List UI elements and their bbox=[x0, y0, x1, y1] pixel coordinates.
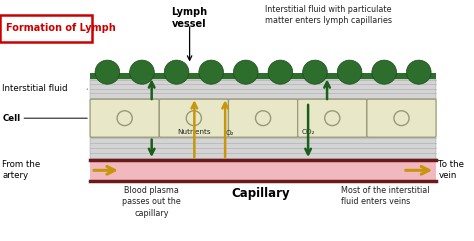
Circle shape bbox=[164, 60, 189, 84]
Text: Interstitial fluid with particulate
matter enters lymph capillaries: Interstitial fluid with particulate matt… bbox=[265, 5, 392, 25]
Text: Interstitial fluid: Interstitial fluid bbox=[2, 85, 68, 94]
Circle shape bbox=[406, 60, 431, 84]
FancyBboxPatch shape bbox=[90, 99, 159, 137]
Text: From the
artery: From the artery bbox=[2, 160, 41, 180]
Bar bbox=[90, 160, 436, 181]
FancyBboxPatch shape bbox=[298, 99, 367, 137]
Circle shape bbox=[95, 60, 119, 84]
Text: Formation of Lymph: Formation of Lymph bbox=[6, 23, 116, 33]
Text: Most of the interstitial
fluid enters veins: Most of the interstitial fluid enters ve… bbox=[341, 186, 430, 206]
Bar bbox=[90, 79, 436, 100]
Text: Cell: Cell bbox=[2, 114, 20, 123]
FancyBboxPatch shape bbox=[159, 99, 228, 137]
Text: Blood plasma
passes out the
capillary: Blood plasma passes out the capillary bbox=[122, 186, 181, 218]
Bar bbox=[90, 137, 436, 160]
Text: CO₂: CO₂ bbox=[301, 129, 315, 135]
FancyBboxPatch shape bbox=[228, 99, 298, 137]
Circle shape bbox=[233, 60, 258, 84]
FancyBboxPatch shape bbox=[0, 15, 92, 42]
Circle shape bbox=[302, 60, 327, 84]
Text: Nutrients: Nutrients bbox=[178, 129, 211, 135]
Circle shape bbox=[337, 60, 362, 84]
Circle shape bbox=[129, 60, 155, 84]
Text: Capillary: Capillary bbox=[231, 187, 290, 200]
Bar bbox=[90, 73, 436, 79]
Circle shape bbox=[372, 60, 396, 84]
FancyBboxPatch shape bbox=[367, 99, 436, 137]
Circle shape bbox=[199, 60, 224, 84]
Circle shape bbox=[268, 60, 292, 84]
Text: O₂: O₂ bbox=[226, 130, 234, 136]
Text: Lymph
vessel: Lymph vessel bbox=[172, 7, 208, 28]
Text: To the
vein: To the vein bbox=[438, 160, 465, 180]
